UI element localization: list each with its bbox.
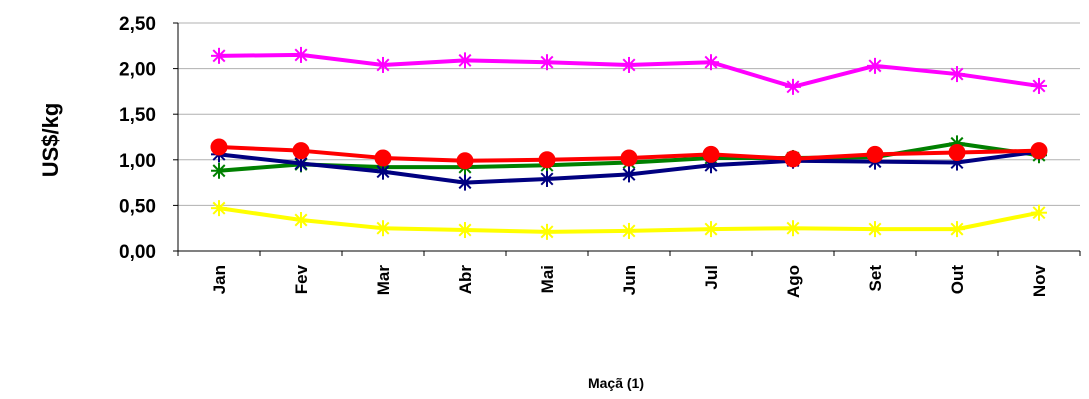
data-point-marker bbox=[621, 56, 637, 73]
data-point-marker bbox=[948, 144, 966, 162]
data-point-marker bbox=[1030, 142, 1048, 160]
x-tick-label: Abr bbox=[456, 265, 475, 295]
x-tick-labels: Jan Fev Mar Abr Mai Jun Jul Ago Set Out Nov bbox=[210, 264, 1049, 298]
data-point-marker bbox=[375, 220, 391, 237]
data-point-marker bbox=[211, 47, 227, 64]
x-tick-label: Ago bbox=[784, 265, 803, 298]
gridlines bbox=[178, 22, 1080, 206]
data-point-marker bbox=[621, 166, 637, 183]
data-point-marker bbox=[620, 149, 638, 167]
x-tick-label: Mai bbox=[538, 265, 557, 293]
data-point-marker bbox=[211, 200, 227, 217]
y-axis-title: US$/kg bbox=[38, 103, 63, 178]
data-point-marker bbox=[375, 56, 391, 73]
series-0 bbox=[211, 46, 1047, 95]
data-point-marker bbox=[211, 162, 227, 179]
data-point-marker bbox=[785, 78, 801, 95]
data-point-marker bbox=[539, 223, 555, 240]
data-point-marker bbox=[866, 145, 884, 163]
y-tick-label: 1,50 bbox=[119, 105, 156, 126]
data-point-marker bbox=[457, 222, 473, 239]
data-point-marker bbox=[457, 174, 473, 191]
data-point-marker bbox=[539, 54, 555, 71]
x-tick-label: Out bbox=[948, 265, 967, 295]
y-tick-label: 0,50 bbox=[119, 196, 156, 217]
y-tick-label: 2,50 bbox=[119, 14, 156, 35]
data-point-marker bbox=[867, 221, 883, 238]
data-point-marker bbox=[867, 57, 883, 74]
data-point-marker bbox=[784, 150, 802, 168]
data-point-marker bbox=[457, 52, 473, 69]
data-point-marker bbox=[374, 149, 392, 167]
data-point-marker bbox=[293, 211, 309, 228]
x-tick-label: Nov bbox=[1030, 264, 1049, 297]
x-tick-label: Jun bbox=[620, 265, 639, 295]
x-tick-label: Mar bbox=[374, 265, 393, 296]
x-tick-label: Jan bbox=[210, 265, 229, 294]
y-tick-label: 2,00 bbox=[119, 60, 156, 81]
data-point-marker bbox=[293, 46, 309, 63]
data-point-marker bbox=[210, 138, 228, 156]
data-point-marker bbox=[538, 151, 556, 169]
x-tick-label: Set bbox=[866, 265, 885, 292]
data-point-marker bbox=[703, 54, 719, 71]
x-axis-title: Maçã (1) bbox=[588, 375, 644, 391]
series-4 bbox=[211, 200, 1047, 240]
data-point-marker bbox=[949, 221, 965, 238]
series-3 bbox=[210, 138, 1048, 170]
data-point-marker bbox=[949, 66, 965, 83]
data-point-marker bbox=[292, 142, 310, 160]
axes bbox=[173, 22, 1081, 256]
data-point-marker bbox=[785, 220, 801, 237]
data-point-marker bbox=[1031, 77, 1047, 94]
data-point-marker bbox=[375, 163, 391, 180]
y-tick-labels: 0,00 0,50 1,00 1,50 2,00 2,50 bbox=[119, 14, 156, 263]
series-lines bbox=[210, 46, 1048, 240]
data-point-marker bbox=[702, 145, 720, 163]
data-point-marker bbox=[539, 170, 555, 187]
data-point-marker bbox=[1031, 204, 1047, 221]
x-tick-label: Fev bbox=[292, 264, 311, 294]
x-tick-label: Jul bbox=[702, 265, 721, 290]
y-tick-label: 0,00 bbox=[119, 242, 156, 263]
data-point-marker bbox=[703, 221, 719, 238]
data-point-marker bbox=[621, 222, 637, 239]
data-point-marker bbox=[456, 152, 474, 170]
y-tick-label: 1,00 bbox=[119, 151, 156, 172]
